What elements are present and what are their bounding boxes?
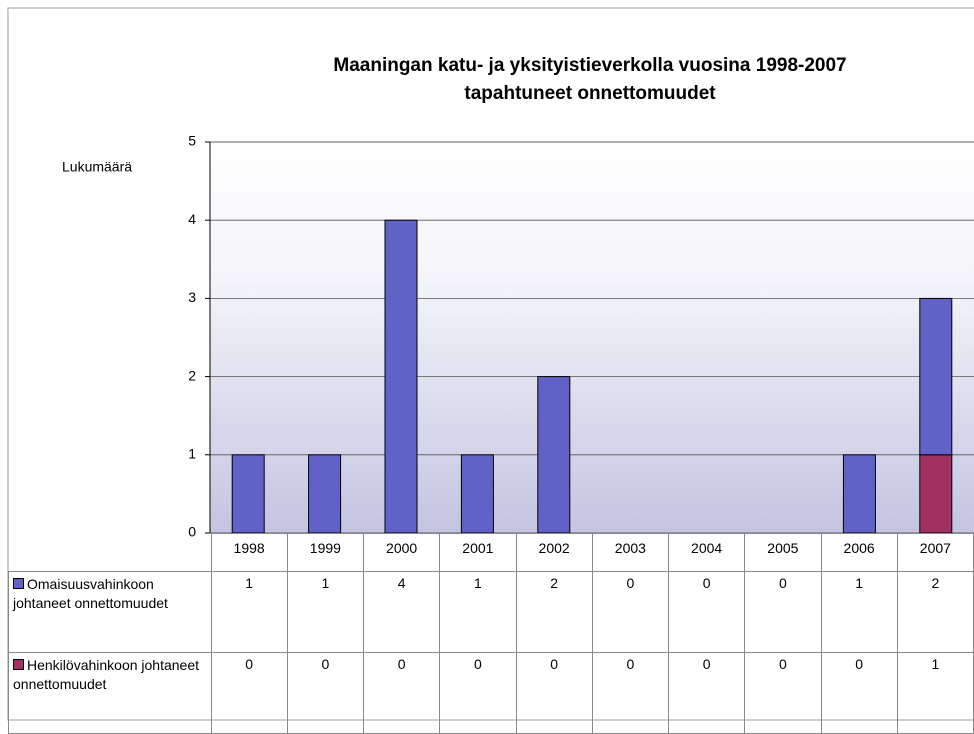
table-header-row: 1998 1999 2000 2001 2002 2003 2004 2005 2006 2007	[9, 533, 974, 572]
y-axis-label: Lukumäärä	[62, 159, 132, 175]
y-tick-label: 4	[188, 211, 196, 227]
table-row: Henkilövahinkoon johtaneet onnettomuudet…	[8, 651, 974, 734]
bar	[919, 297, 953, 456]
table-value: 0	[210, 651, 288, 734]
x-tick-label: 2007	[896, 533, 974, 572]
legend-entry: Omaisuusvahinkoon johtaneet onnettomuude…	[8, 570, 212, 653]
y-tick-label: 1	[188, 446, 196, 462]
x-tick-label: 2006	[820, 533, 898, 572]
y-tick-label: 5	[188, 133, 196, 149]
table-value: 0	[667, 570, 746, 653]
table-value: 0	[439, 651, 517, 734]
legend-label: Henkilövahinkoon johtaneet onnettomuudet	[13, 656, 200, 692]
legend-label: Omaisuusvahinkoon johtaneet onnettomuude…	[13, 575, 168, 611]
table-value: 1	[286, 570, 365, 653]
x-tick-label: 2002	[515, 533, 593, 572]
legend-swatch	[13, 577, 24, 589]
table-value: 0	[744, 570, 822, 653]
x-tick-label: 1999	[286, 533, 365, 572]
table-row: Omaisuusvahinkoon johtaneet onnettomuude…	[8, 570, 974, 653]
x-tick-label: 2001	[439, 533, 517, 572]
y-tick-label: 3	[188, 289, 196, 305]
table-value: 0	[667, 651, 746, 734]
bar	[460, 454, 494, 534]
table-value: 0	[362, 651, 441, 734]
chart-title: Maaningan katu- ja yksityistieverkolla v…	[333, 55, 846, 76]
bar	[231, 454, 265, 534]
table-value: 1	[896, 651, 974, 734]
x-tick-label: 2005	[744, 533, 822, 572]
y-tick-label: 0	[188, 524, 196, 540]
table-value: 4	[362, 570, 441, 653]
x-tick-label: 1998	[210, 533, 288, 572]
table-value: 0	[744, 651, 822, 734]
table-value: 0	[591, 651, 670, 734]
chart-title: tapahtuneet onnettomuudet	[464, 83, 716, 104]
table-corner	[9, 534, 212, 572]
legend-entry: Henkilövahinkoon johtaneet onnettomuudet	[8, 651, 212, 734]
data-table: 1998 1999 2000 2001 2002 2003 2004 2005 2006 2007…	[8, 533, 974, 734]
table-value: 1	[210, 570, 288, 653]
table-value: 0	[820, 651, 898, 734]
y-tick-label: 2	[188, 367, 196, 383]
bar	[842, 454, 876, 534]
table-value: 0	[591, 570, 670, 653]
bar	[919, 454, 953, 534]
table-value: 0	[286, 651, 365, 734]
table-value: 1	[439, 570, 517, 653]
legend-swatch	[13, 658, 24, 670]
table-value: 0	[515, 651, 593, 734]
table-value: 1	[820, 570, 898, 653]
bar	[308, 454, 342, 534]
x-tick-label: 2000	[362, 533, 441, 572]
x-tick-label: 2004	[667, 533, 746, 572]
x-tick-label: 2003	[591, 533, 670, 572]
table-value: 2	[896, 570, 974, 653]
table-value: 2	[515, 570, 593, 653]
bar	[384, 219, 418, 534]
bar	[537, 376, 571, 534]
